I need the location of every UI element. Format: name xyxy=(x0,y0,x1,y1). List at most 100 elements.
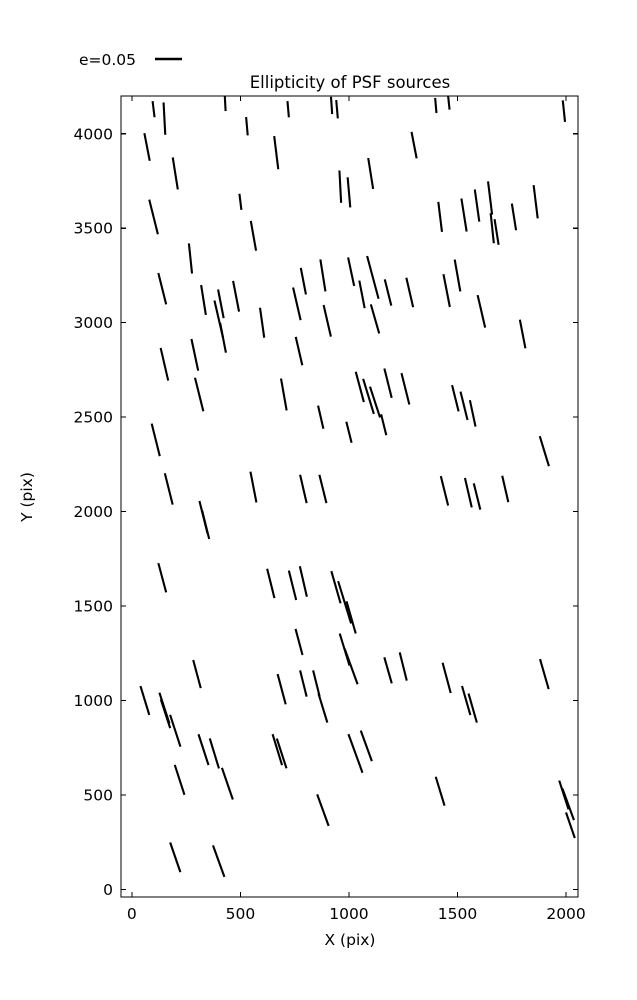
psf-whisker xyxy=(400,372,411,405)
psf-whisker xyxy=(213,300,224,338)
y-tick-label: 4000 xyxy=(74,125,113,143)
psf-whisker xyxy=(476,294,487,328)
psf-whisker xyxy=(473,189,481,222)
psf-whisker xyxy=(398,652,408,681)
psf-whisker xyxy=(343,648,359,685)
psf-whisker xyxy=(532,185,539,219)
psf-whisker xyxy=(367,157,375,190)
psf-whisker xyxy=(249,220,258,251)
psf-whisker xyxy=(220,767,234,800)
psf-whisker xyxy=(358,280,366,309)
psf-whisker xyxy=(287,570,298,601)
psf-whisker xyxy=(150,423,161,457)
psf-whisker xyxy=(319,259,327,292)
psf-whisker xyxy=(561,100,567,122)
psf-whisker xyxy=(347,257,356,287)
psf-whisker xyxy=(193,377,205,412)
psf-whisker xyxy=(538,435,550,467)
psf-whisker xyxy=(197,733,210,766)
psf-whisker xyxy=(276,673,287,705)
psf-whisker xyxy=(441,662,452,694)
psf-whisker xyxy=(266,568,276,599)
psf-whisker xyxy=(169,714,182,748)
psf-whisker xyxy=(437,201,444,233)
psf-whisker xyxy=(346,177,352,208)
y-tick-label: 0 xyxy=(103,881,113,899)
psf-whisker xyxy=(362,378,375,415)
y-axis-label: Y (pix) xyxy=(18,472,36,523)
psf-whisker xyxy=(561,788,575,821)
psf-whisker xyxy=(200,284,207,316)
psf-whisker xyxy=(299,670,308,697)
y-tick-label: 1000 xyxy=(74,692,113,710)
psf-whisker xyxy=(298,566,308,598)
x-axis-ticks: 0 500 1000 1500 2000 xyxy=(127,96,586,923)
psf-whisker xyxy=(410,131,418,159)
psf-whisker xyxy=(163,472,174,505)
psf-whisker xyxy=(434,97,438,114)
psf-whisker xyxy=(217,289,225,319)
y-tick-label: 500 xyxy=(83,786,113,804)
psf-whisker xyxy=(157,562,168,593)
psf-whisker xyxy=(249,471,258,503)
y-tick-label: 3500 xyxy=(74,220,113,238)
whisker-layer xyxy=(139,95,576,878)
psf-whisker xyxy=(294,336,304,366)
psf-whisker xyxy=(486,181,494,215)
psf-whisker xyxy=(275,738,288,769)
psf-whisker xyxy=(318,474,328,504)
psf-whisker xyxy=(151,101,156,118)
psf-whisker xyxy=(338,170,343,203)
psf-whisker xyxy=(383,657,393,684)
psf-whisker xyxy=(453,259,462,292)
psf-whisker xyxy=(159,347,170,381)
psf-whisker xyxy=(169,842,182,873)
psf-whisker xyxy=(347,733,364,774)
psf-whisker xyxy=(461,685,472,716)
psf-whisker xyxy=(143,133,151,161)
x-tick-label: 1000 xyxy=(329,905,368,923)
psf-whisker xyxy=(192,659,202,689)
psf-whisker xyxy=(442,273,451,308)
psf-whisker xyxy=(439,475,450,506)
psf-whisker xyxy=(468,399,477,427)
psf-whisker xyxy=(369,386,382,418)
psf-whisker xyxy=(451,384,460,412)
psf-whisker xyxy=(359,730,373,762)
psf-whisker xyxy=(173,764,186,796)
psf-whisker xyxy=(489,213,495,244)
psf-whisker xyxy=(316,794,330,827)
psf-whisker xyxy=(565,812,576,839)
psf-whisker xyxy=(329,96,334,115)
x-tick-label: 0 xyxy=(127,905,137,923)
psf-whisker xyxy=(171,157,179,190)
psf-whisker xyxy=(211,845,226,878)
psf-whisker xyxy=(159,699,172,729)
key-group: e=0.05 xyxy=(79,51,182,69)
psf-whisker xyxy=(299,474,308,504)
y-axis-ticks: 0 500 1000 1500 2000 2500 3000 3500 4000 xyxy=(74,125,578,899)
psf-whisker xyxy=(190,338,200,371)
psf-whisker xyxy=(467,693,478,723)
psf-whisker xyxy=(292,287,302,321)
psf-whisker xyxy=(447,95,451,110)
psf-whisker xyxy=(369,304,381,334)
psf-whisker xyxy=(405,277,415,308)
psf-whisker xyxy=(223,95,227,112)
psf-whisker xyxy=(472,483,482,510)
psf-whisker xyxy=(366,255,380,300)
psf-whisker xyxy=(232,280,241,312)
psf-whisker xyxy=(383,279,393,306)
psf-whisker xyxy=(148,199,159,235)
psf-whisker xyxy=(286,101,290,118)
psf-whisker xyxy=(510,203,518,231)
psf-whisker xyxy=(345,601,357,634)
psf-whisker xyxy=(459,391,469,421)
psf-whisker xyxy=(201,510,211,540)
psf-whisker xyxy=(463,477,473,508)
psf-whisker xyxy=(317,405,325,429)
y-tick-label: 3000 xyxy=(74,314,113,332)
psf-whisker xyxy=(354,371,365,403)
psf-whisker xyxy=(383,368,393,399)
